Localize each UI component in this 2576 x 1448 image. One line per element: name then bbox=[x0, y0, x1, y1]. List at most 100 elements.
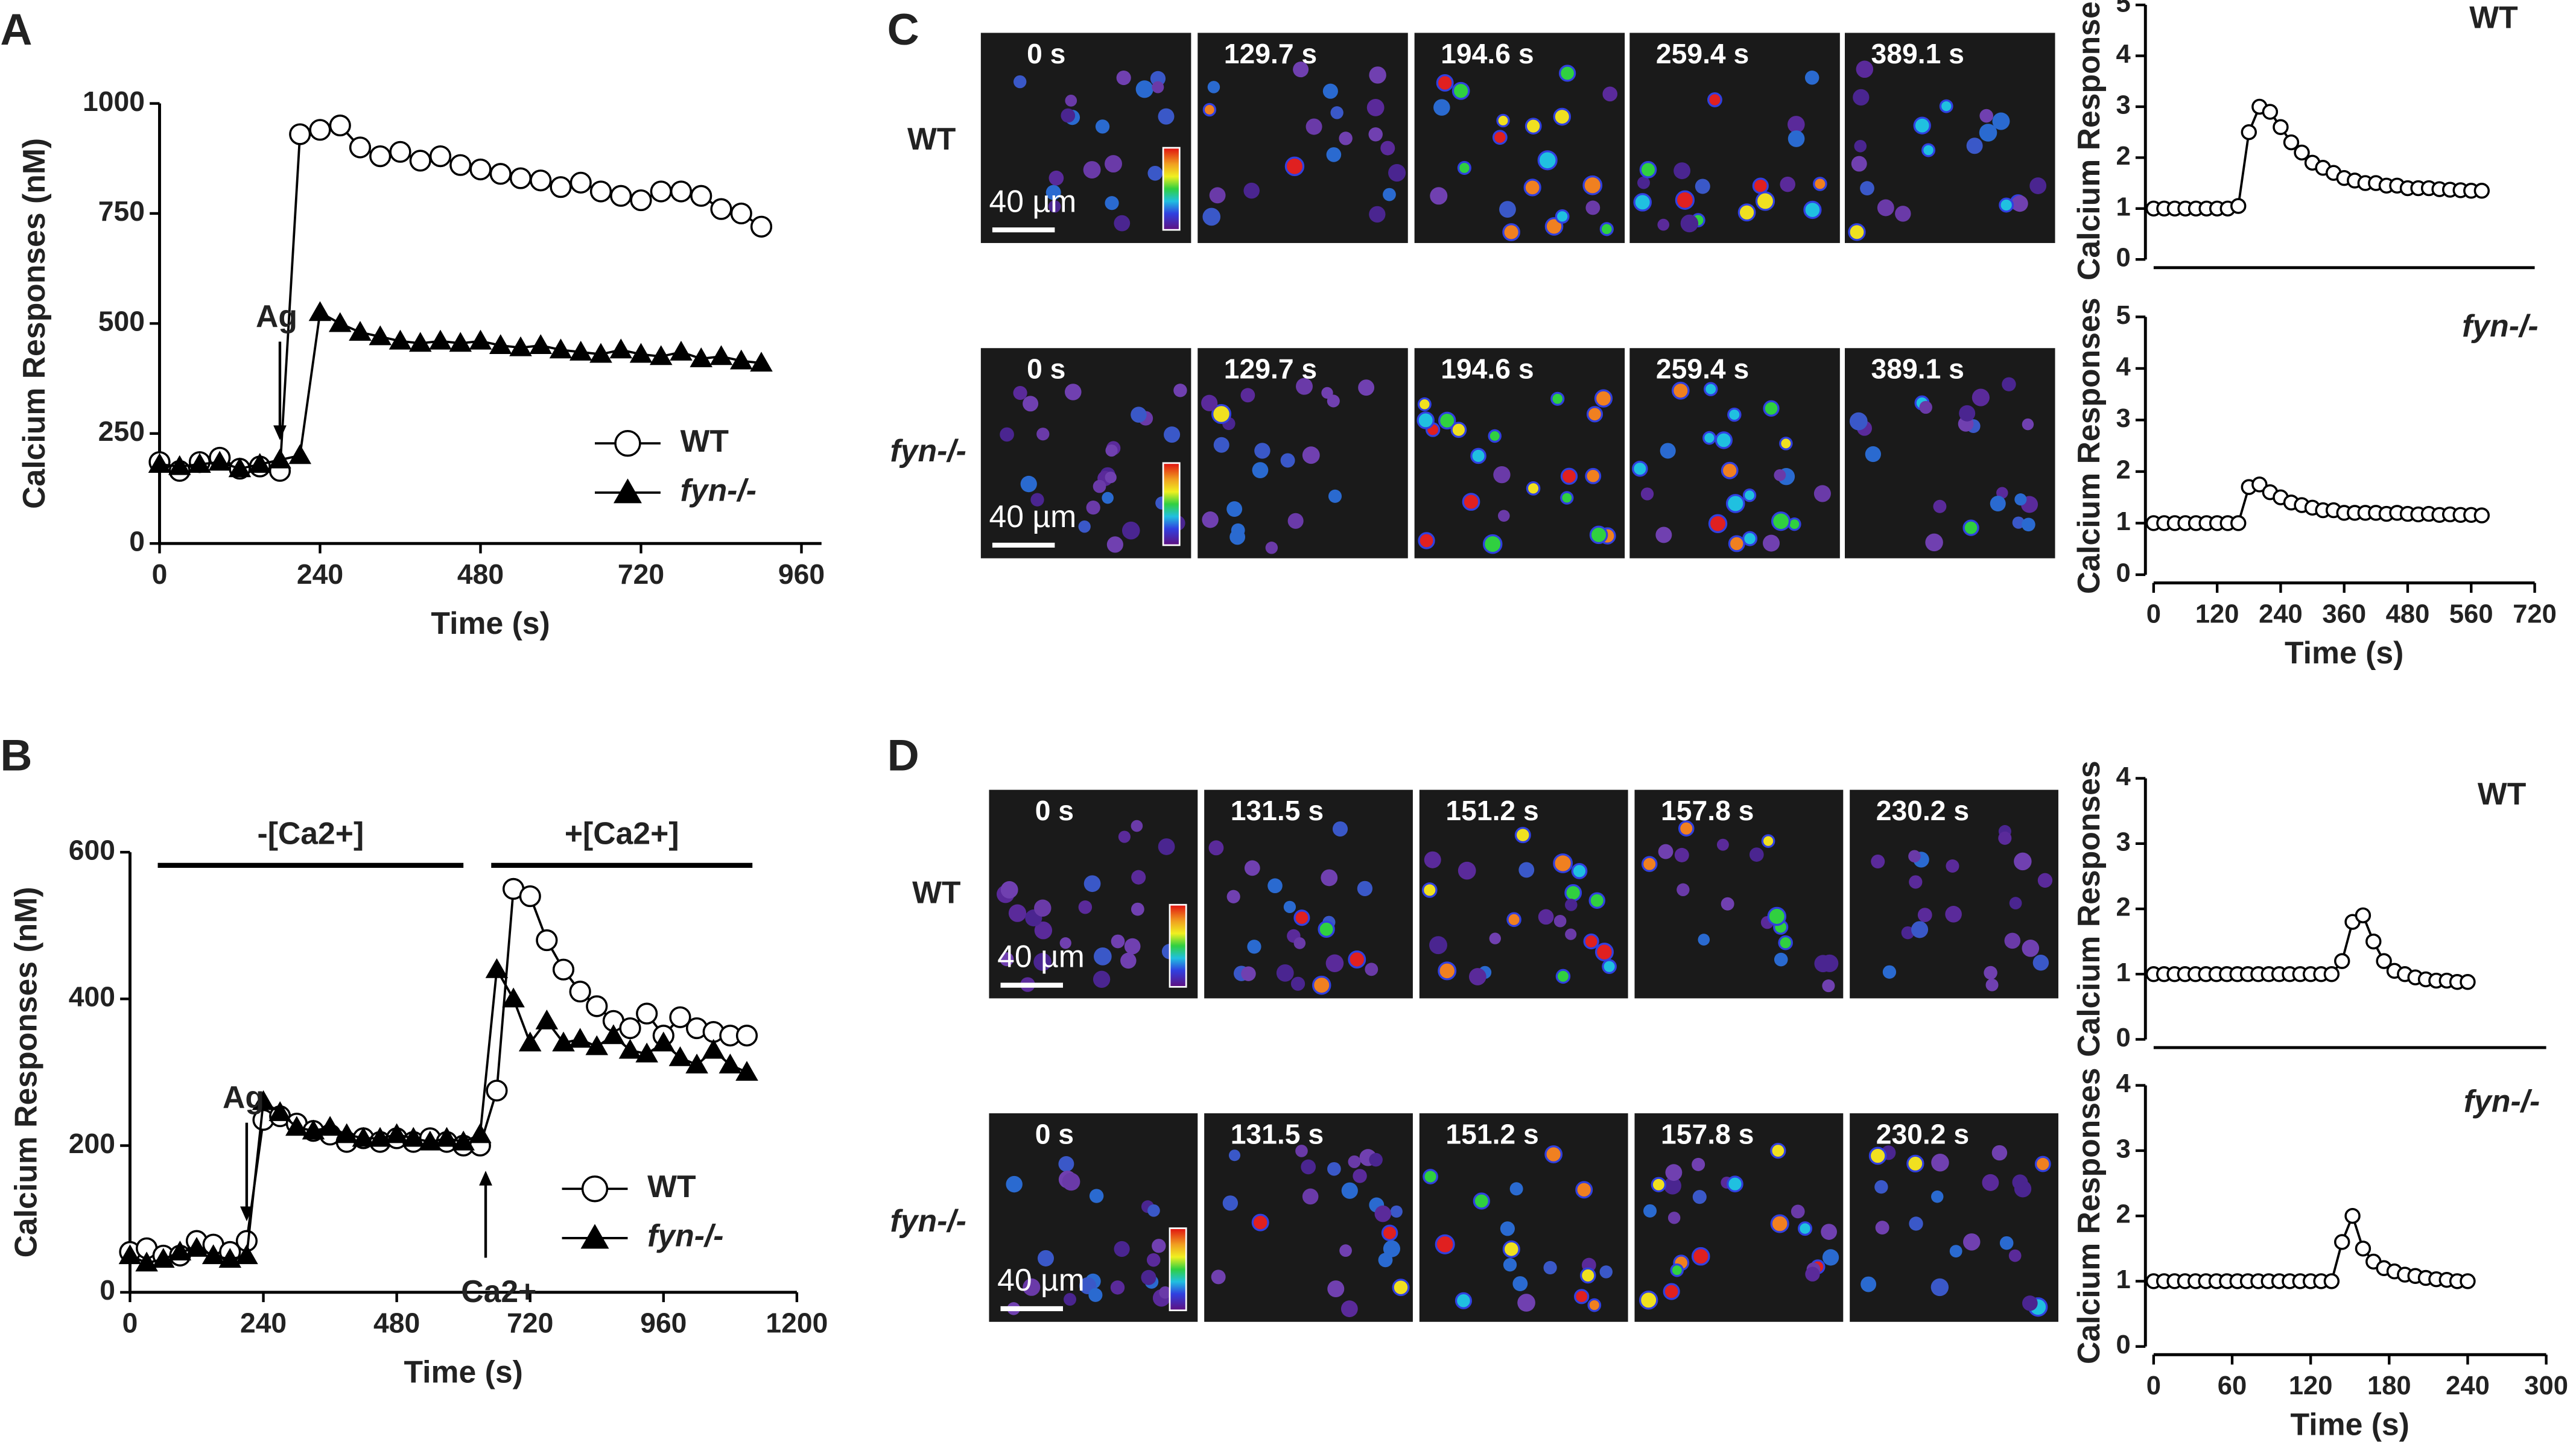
cell bbox=[1821, 954, 1839, 972]
cell bbox=[1093, 479, 1106, 493]
cell bbox=[1727, 407, 1742, 422]
marker bbox=[629, 343, 653, 363]
legend-label: fyn-/- bbox=[647, 1218, 723, 1253]
x-tick-label: 240 bbox=[240, 1307, 287, 1338]
cell bbox=[1301, 1159, 1316, 1175]
cell bbox=[1909, 875, 1923, 889]
chart: 0 1 2 3 4 5 0 120 240 360 480 560 720 Time (s) Calcium… bbox=[2071, 297, 2557, 670]
y-axis-title: Calcium Responses bbox=[2071, 297, 2106, 594]
marker bbox=[469, 1123, 492, 1143]
cell bbox=[1302, 446, 1320, 464]
cell bbox=[1131, 820, 1143, 832]
chart-label: WT bbox=[2469, 0, 2518, 34]
marker bbox=[2273, 119, 2289, 135]
cell bbox=[1339, 131, 1353, 145]
cell bbox=[2037, 873, 2053, 888]
marker bbox=[2294, 144, 2310, 161]
marker bbox=[489, 163, 512, 185]
cell bbox=[1770, 1142, 1786, 1159]
arrow-head bbox=[240, 1206, 253, 1221]
cell bbox=[1438, 411, 1456, 430]
y-tick-label: 0 bbox=[2116, 558, 2131, 587]
cell bbox=[1778, 935, 1793, 950]
marker bbox=[2355, 907, 2371, 924]
x-tick-label: 560 bbox=[2449, 600, 2493, 629]
marker bbox=[619, 1017, 641, 1040]
cell bbox=[1594, 389, 1613, 408]
image-tile: 129.7 s bbox=[1198, 348, 1408, 558]
cell bbox=[1946, 859, 1959, 873]
x-tick-label: 0 bbox=[152, 558, 168, 590]
cell bbox=[1424, 851, 1441, 868]
marker bbox=[568, 1028, 592, 1048]
cell bbox=[1651, 1177, 1667, 1193]
time-label: 389.1 s bbox=[1871, 38, 1964, 69]
cell bbox=[1045, 185, 1061, 200]
image-tile: 0 s 40 µm bbox=[989, 1113, 1198, 1322]
cell bbox=[1013, 75, 1027, 89]
marker bbox=[352, 1127, 375, 1147]
cell bbox=[1945, 906, 1962, 923]
cell bbox=[1985, 978, 1999, 991]
y-axis-title: Calcium Responses bbox=[2071, 760, 2106, 1057]
cell bbox=[2014, 852, 2032, 871]
cell bbox=[1524, 118, 1542, 134]
cell bbox=[1023, 396, 1039, 412]
cell bbox=[1284, 156, 1305, 176]
cell bbox=[1121, 521, 1140, 540]
cell bbox=[1497, 510, 1510, 522]
y-tick-label: 0 bbox=[2116, 244, 2131, 273]
cell bbox=[1436, 74, 1454, 92]
cell bbox=[1641, 856, 1658, 872]
scale-bar-label: 40 µm bbox=[989, 499, 1076, 534]
marker bbox=[268, 448, 291, 469]
cell bbox=[1798, 1221, 1813, 1236]
cell bbox=[1147, 1204, 1160, 1217]
cell bbox=[1853, 89, 1870, 106]
cell bbox=[1141, 1269, 1156, 1285]
cell bbox=[1901, 926, 1915, 940]
cell bbox=[2008, 1249, 2022, 1262]
row-label: fyn-/- bbox=[890, 1203, 966, 1238]
cell bbox=[1849, 412, 1868, 431]
time-label: 194.6 s bbox=[1441, 353, 1534, 385]
cell bbox=[1438, 961, 1457, 981]
cell bbox=[1417, 397, 1432, 411]
x-tick-label: 0 bbox=[2146, 1371, 2161, 1400]
cell bbox=[1105, 471, 1117, 484]
x-tick-label: 480 bbox=[373, 1307, 420, 1338]
cell bbox=[1457, 160, 1471, 175]
cell bbox=[1231, 523, 1245, 537]
marker bbox=[552, 958, 575, 981]
cell bbox=[1469, 968, 1486, 985]
cell bbox=[1435, 1234, 1455, 1254]
cell bbox=[1328, 489, 1342, 503]
cell bbox=[1240, 388, 1255, 403]
y-tick-label: 1000 bbox=[83, 86, 145, 117]
time-label: 259.4 s bbox=[1656, 353, 1749, 385]
cell bbox=[1430, 187, 1448, 205]
annotation-label: Ca2+ bbox=[461, 1274, 536, 1309]
cell bbox=[1643, 1204, 1657, 1218]
marker bbox=[586, 995, 608, 1017]
marker bbox=[750, 215, 773, 238]
cell bbox=[1716, 838, 1729, 851]
y-tick-label: 2 bbox=[2116, 1200, 2131, 1229]
cell bbox=[1327, 394, 1340, 408]
cell bbox=[1251, 1213, 1269, 1231]
cell bbox=[1202, 207, 1221, 226]
cell bbox=[1207, 81, 1220, 93]
colorbar bbox=[1162, 462, 1181, 546]
x-tick-label: 1200 bbox=[766, 1307, 828, 1338]
marker bbox=[602, 1024, 625, 1045]
image-tile: 151.2 s bbox=[1419, 1113, 1628, 1322]
y-tick-label: 600 bbox=[69, 834, 115, 865]
colorbar bbox=[1169, 903, 1187, 988]
marker bbox=[201, 1244, 225, 1265]
cell bbox=[1059, 937, 1071, 949]
cell bbox=[1727, 1175, 1743, 1193]
cell bbox=[1357, 880, 1373, 897]
annotation-label: Ag bbox=[256, 299, 297, 334]
marker bbox=[649, 345, 673, 365]
cell bbox=[1919, 400, 1932, 414]
